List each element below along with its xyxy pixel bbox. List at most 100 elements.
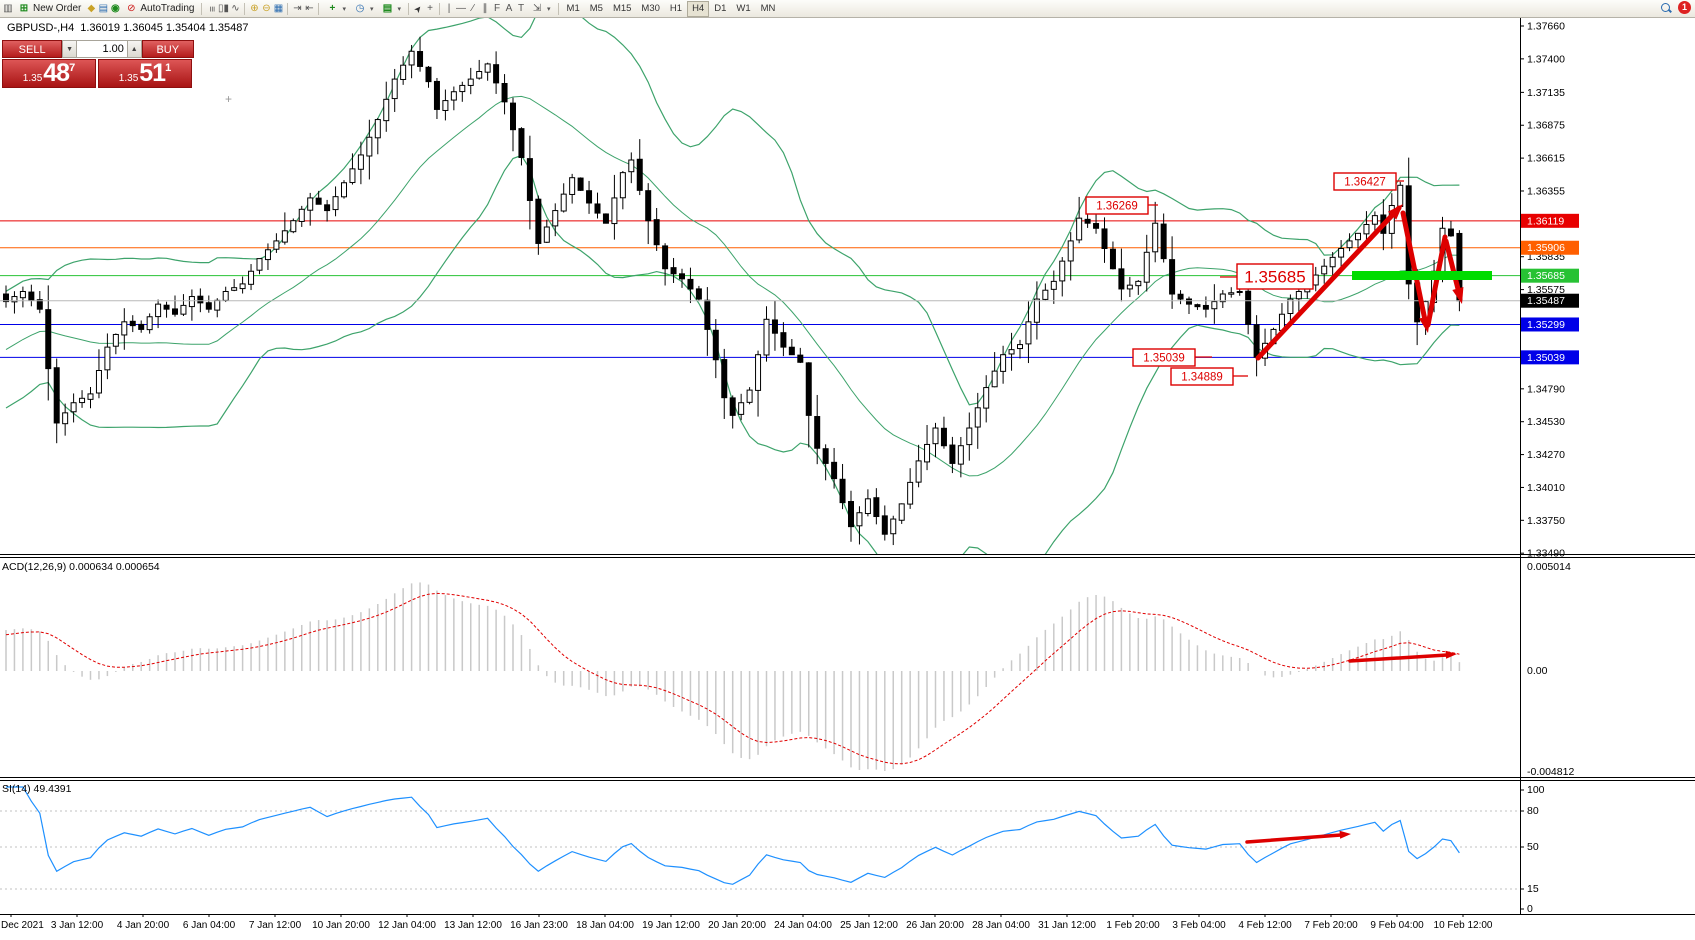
line-chart-icon[interactable]: ∿	[231, 2, 240, 14]
rsi-axis-label: 50	[1527, 841, 1539, 853]
rsi-axis-label: 100	[1527, 784, 1545, 796]
candle-body	[256, 258, 263, 271]
templates-button[interactable]: ▤ ▾	[378, 1, 406, 16]
time-tick-label: 7 Feb 20:00	[1304, 920, 1358, 931]
candle-body	[907, 481, 914, 505]
price-callout-box[interactable]	[1236, 263, 1314, 290]
rsi-arrow[interactable]	[1245, 833, 1343, 844]
price-label: 1.35299	[1527, 319, 1565, 331]
template-icon: ▤	[382, 2, 393, 14]
signal-icon[interactable]: ◉	[110, 2, 120, 14]
price-callout-box[interactable]	[1132, 348, 1196, 367]
horizontal-line-icon[interactable]: —	[456, 2, 467, 14]
price-tick-label: 1.34010	[1527, 482, 1565, 494]
candle-body	[1084, 218, 1091, 224]
trend-arrow-line[interactable]	[1255, 205, 1402, 361]
volume-decrease-button[interactable]: ▼	[62, 40, 77, 58]
text-tool-icon[interactable]: A	[505, 2, 513, 14]
candle-body	[788, 346, 795, 356]
candle-body	[932, 427, 939, 445]
macd-axis-label: 0.005014	[1527, 561, 1571, 573]
tab-h1[interactable]: H1	[669, 2, 683, 14]
new-chart-icon[interactable]: ▥	[3, 2, 13, 14]
trend-arrow-line[interactable]	[1425, 234, 1448, 328]
candle-body	[3, 293, 9, 303]
label-tool-icon[interactable]: T	[517, 2, 525, 14]
candle-body	[856, 512, 863, 527]
price-tick-label: 1.37400	[1527, 53, 1565, 65]
crosshair-icon[interactable]: +	[427, 2, 433, 14]
price-tick-label: 1.36875	[1527, 120, 1565, 132]
data-window-icon[interactable]: ▤	[98, 2, 109, 14]
candle-body	[839, 478, 846, 504]
tab-w1[interactable]: W1	[736, 2, 751, 14]
price-tick-label: 1.35575	[1527, 284, 1565, 296]
buy-price[interactable]: 1.35 51 1	[98, 59, 192, 88]
stray-crosshair-marker: +	[225, 92, 233, 106]
vertical-line-icon[interactable]: |	[447, 2, 451, 14]
candle-body	[1067, 240, 1074, 262]
tab-m15[interactable]: M15	[612, 2, 632, 14]
sell-button[interactable]: SELL	[2, 40, 63, 58]
indicators-button[interactable]: + ▾	[322, 1, 350, 16]
macd-label: ACD(12,26,9) 0.000634 0.000654	[2, 561, 160, 573]
trendline-icon[interactable]: ∕	[472, 2, 474, 14]
zoom-in-icon[interactable]: ⊕	[250, 2, 259, 14]
tab-m1[interactable]: M1	[566, 2, 580, 14]
periods-button[interactable]: ◷ ▾	[350, 1, 378, 16]
candlestick-chart-icon[interactable]: ▯▮	[217, 2, 229, 14]
price-callout-box[interactable]	[1170, 367, 1234, 386]
price-label: 1.35039	[1527, 352, 1565, 364]
price-label-box	[1521, 268, 1579, 283]
autotrading-button[interactable]: ⊘ AutoTrading	[121, 1, 198, 16]
candle-body	[890, 518, 897, 535]
trend-arrow-line[interactable]	[1400, 210, 1429, 328]
toolbar-separator	[408, 2, 410, 15]
volume-increase-button[interactable]: ▲	[126, 40, 142, 58]
time-tick-label: 4 Jan 20:00	[117, 920, 170, 931]
bar-chart-icon[interactable]: ≡	[206, 5, 218, 12]
buy-button[interactable]: BUY	[141, 40, 195, 58]
price-callout-box[interactable]	[1085, 196, 1149, 215]
search-icon[interactable]	[1660, 2, 1672, 14]
price-tick-label: 1.33490	[1527, 548, 1565, 560]
chart-canvas[interactable]: 1.37660 1.37400 1.37135 1.36875 1.36615 1.363…	[0, 18, 1695, 940]
arrows-tool-button[interactable]: ⇲ ▾	[527, 1, 555, 16]
candle-body	[543, 226, 550, 243]
tab-m30[interactable]: M30	[641, 2, 660, 14]
macd-panel	[5, 582, 1461, 771]
fibonacci-icon[interactable]: F	[493, 2, 501, 14]
tab-mn[interactable]: MN	[760, 2, 776, 14]
tile-windows-icon[interactable]: ▦	[273, 2, 284, 14]
time-tick-label: 12 Jan 04:00	[378, 920, 436, 931]
price-callout-box[interactable]	[1333, 172, 1397, 191]
tab-d1[interactable]: D1	[714, 2, 727, 14]
time-tick-label: 4 Feb 12:00	[1238, 920, 1292, 931]
trend-arrow-line[interactable]	[1443, 238, 1463, 300]
sell-price[interactable]: 1.35 48 7	[2, 59, 96, 88]
new-order-button[interactable]: ⊞ New Order	[14, 1, 85, 16]
tab-m5[interactable]: M5	[589, 2, 603, 14]
candle-body	[805, 362, 812, 416]
market-watch-icon[interactable]: ◆	[87, 2, 96, 14]
support-zone-bar[interactable]	[1352, 271, 1492, 280]
chart-shift-icon[interactable]: ⇤	[305, 2, 314, 14]
candle-body	[679, 273, 685, 280]
candle-body	[155, 303, 162, 318]
macd-arrow[interactable]	[1348, 653, 1449, 663]
tab-h4[interactable]: H4	[687, 0, 710, 17]
candle-body	[1169, 259, 1176, 295]
auto-scroll-icon[interactable]: ⇥	[293, 2, 302, 14]
time-tick-label: 9 Feb 04:00	[1370, 920, 1424, 931]
channel-icon[interactable]: ∥	[482, 2, 488, 14]
price-label: 1.35685	[1527, 270, 1565, 282]
volume-input[interactable]	[76, 40, 127, 58]
rsi-label: SI(14) 49.4391	[2, 783, 72, 795]
notification-badge[interactable]: 1	[1678, 1, 1691, 14]
candle-body	[569, 177, 576, 195]
arrowhead	[1452, 287, 1464, 304]
chevron-down-icon: ▾	[369, 5, 374, 13]
candle-body	[586, 190, 593, 204]
time-tick-label: 25 Jan 12:00	[840, 920, 898, 931]
zoom-out-icon[interactable]: ⊖	[262, 2, 271, 14]
